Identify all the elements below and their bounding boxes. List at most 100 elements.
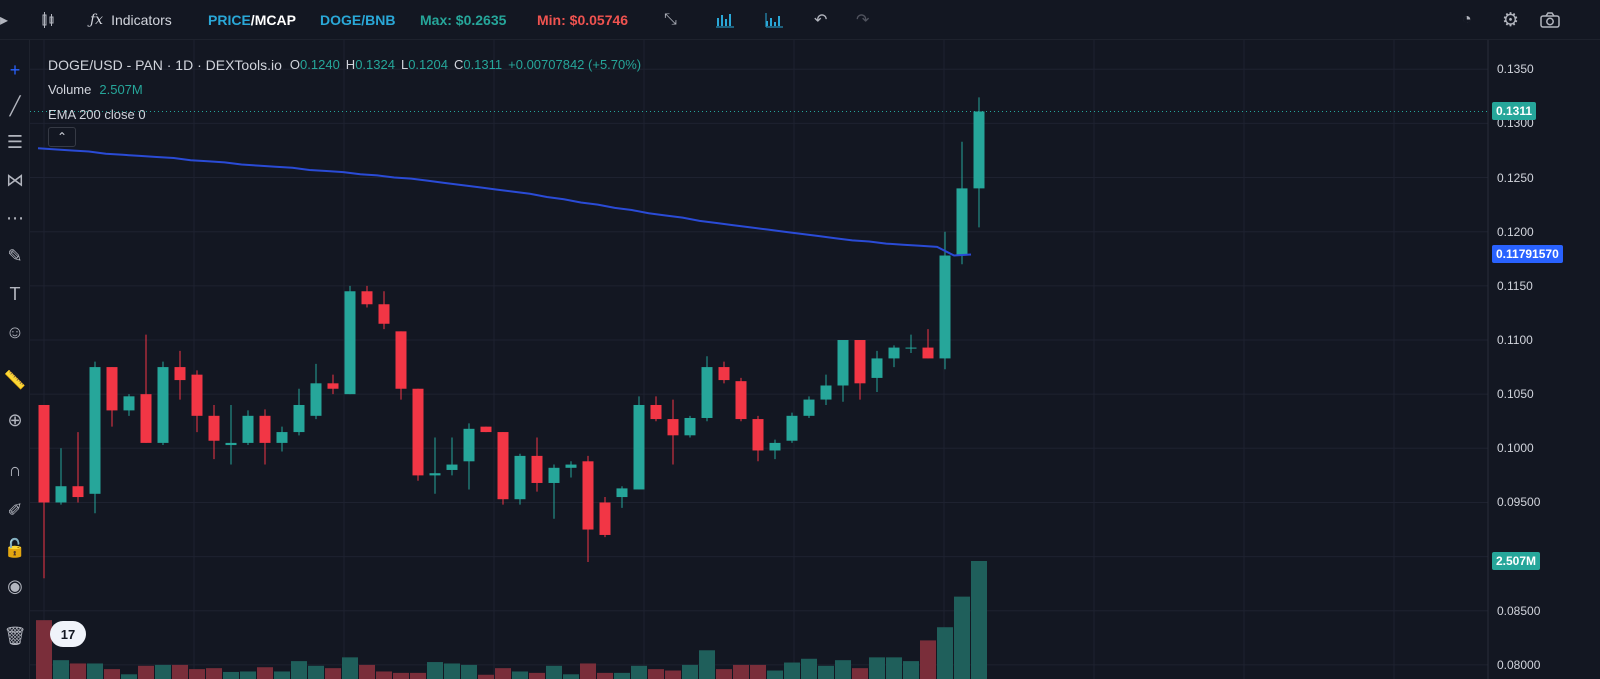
candle <box>446 437 458 476</box>
candle-body <box>871 358 883 378</box>
candle <box>293 388 305 436</box>
tradingview-logo[interactable]: 17 <box>50 621 86 647</box>
line-chart-icon[interactable] <box>765 0 783 40</box>
price-axis-label: 0.1200 <box>1497 224 1534 239</box>
candle-body <box>89 367 101 494</box>
volume-bar <box>801 658 817 679</box>
volume-label: Volume <box>48 82 92 97</box>
pair-switch-button[interactable]: DOGE/BNB <box>320 12 396 28</box>
volume-bar <box>903 661 919 679</box>
drawing-toolbar: + ╱ ☰ ⋈ ⋯ ✎ T ☺ 📏 ⊕ ∩ ✐ 🔓 ◉ 🗑 <box>0 40 30 679</box>
measure-icon[interactable]: ⋯ <box>6 207 24 228</box>
candle-body <box>599 502 611 535</box>
emoji-icon[interactable]: ☺ <box>5 321 25 342</box>
candle-body <box>429 473 441 476</box>
volume-bar <box>648 669 664 679</box>
candle-body <box>361 291 373 305</box>
candle <box>259 409 271 465</box>
compress-icon[interactable]: ⤡ <box>664 11 677 28</box>
candle <box>514 453 526 505</box>
price-axis-label: 0.1250 <box>1497 170 1534 185</box>
candles-icon[interactable] <box>40 0 56 40</box>
candle <box>854 340 866 400</box>
lock-pen-icon[interactable]: ✐ <box>7 499 23 520</box>
price-axis-label: 0.1150 <box>1497 278 1533 293</box>
volume-bar <box>257 667 273 679</box>
candle <box>106 367 118 427</box>
speed-icon[interactable]: ◔ <box>1462 11 1472 28</box>
volume-bar <box>512 671 528 679</box>
price-chart[interactable] <box>30 40 1600 679</box>
candle-body <box>531 455 543 483</box>
volume-bar <box>750 664 766 679</box>
candle-body <box>106 367 118 411</box>
fib-icon[interactable]: ☰ <box>6 131 24 152</box>
candle <box>718 361 730 384</box>
candle <box>531 437 543 492</box>
collapse-legend-button[interactable]: ⌃ <box>48 127 76 147</box>
volume-bar <box>308 665 324 679</box>
candle-body <box>820 385 832 400</box>
bar-chart-icon[interactable] <box>716 0 734 40</box>
volume-bar <box>155 664 171 679</box>
trend-line-icon[interactable]: ╱ <box>9 95 21 116</box>
price-mcap-toggle[interactable]: PRICE / MCAP <box>208 12 296 28</box>
candle <box>871 350 883 392</box>
magnet-icon[interactable]: ∩ <box>8 459 22 480</box>
crosshair-icon[interactable]: + <box>9 59 21 80</box>
candle <box>38 404 50 579</box>
legend-volume-row[interactable]: Volume 2.507M <box>48 77 641 102</box>
candle-body <box>973 111 985 189</box>
candle-body <box>259 415 271 443</box>
volume-bar <box>223 671 239 679</box>
lock-icon[interactable]: 🔓 <box>3 537 27 558</box>
legend-ema-row[interactable]: EMA 200 close 0 <box>48 102 641 127</box>
candle-body <box>140 394 152 443</box>
candle <box>956 141 968 265</box>
camera-icon[interactable] <box>1540 0 1560 40</box>
candle <box>905 334 917 354</box>
pattern-icon[interactable]: ⋈ <box>6 169 24 190</box>
volume-bar <box>767 670 783 679</box>
candle-body <box>480 426 492 433</box>
volume-bar <box>682 664 698 679</box>
candle-body <box>174 367 186 381</box>
redo-icon[interactable]: ↷ <box>856 12 870 29</box>
volume-bar <box>427 662 443 679</box>
eye-icon[interactable]: ◉ <box>7 575 23 596</box>
candle <box>684 415 696 438</box>
open-value: 0.1240 <box>300 57 340 72</box>
candle-body <box>38 404 50 503</box>
volume-bar <box>36 620 52 679</box>
low-value: 0.1204 <box>408 57 448 72</box>
candle-body <box>837 340 849 386</box>
candle-body <box>616 488 628 498</box>
text-icon[interactable]: T <box>9 283 21 304</box>
candle <box>89 361 101 514</box>
ema-label: EMA 200 close 0 <box>48 107 146 122</box>
undo-icon[interactable]: ↶ <box>814 12 828 29</box>
candle <box>412 388 424 481</box>
volume-bar <box>138 665 154 679</box>
candle-body <box>565 464 577 468</box>
brush-icon[interactable]: ✎ <box>7 245 23 266</box>
volume-bar <box>495 668 511 679</box>
candle-body <box>327 383 339 389</box>
volume-bar <box>274 671 290 679</box>
menu-edge-icon[interactable]: ▸ <box>0 12 9 29</box>
indicators-button[interactable]: ƒx Indicators <box>90 12 172 28</box>
candle-body <box>514 455 526 500</box>
volume-bar <box>410 672 426 679</box>
ruler-icon[interactable]: 📏 <box>3 369 27 390</box>
price-axis-label: 0.08000 <box>1497 657 1541 672</box>
candle-body <box>463 428 475 462</box>
price-axis-label: 0.09500 <box>1497 495 1541 510</box>
trash-icon[interactable]: 🗑 <box>3 625 27 646</box>
volume-bar <box>53 660 69 679</box>
high-value: 0.1324 <box>355 57 395 72</box>
settings-icon[interactable]: ⚙ <box>1502 9 1520 31</box>
candle <box>208 404 220 460</box>
volume-bar <box>172 664 188 679</box>
candle <box>429 437 441 494</box>
zoom-icon[interactable]: ⊕ <box>7 409 23 430</box>
